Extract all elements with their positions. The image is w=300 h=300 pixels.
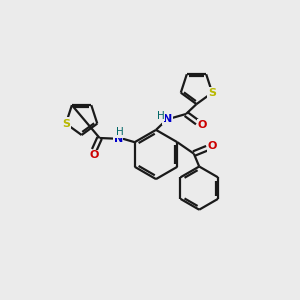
Text: H: H	[116, 127, 123, 137]
Text: H: H	[157, 110, 165, 121]
Text: S: S	[208, 88, 216, 98]
Text: S: S	[62, 118, 70, 129]
Text: O: O	[197, 119, 207, 130]
Text: N: N	[163, 114, 172, 124]
Text: O: O	[89, 150, 99, 161]
Text: O: O	[208, 141, 217, 152]
Text: N: N	[114, 134, 123, 144]
